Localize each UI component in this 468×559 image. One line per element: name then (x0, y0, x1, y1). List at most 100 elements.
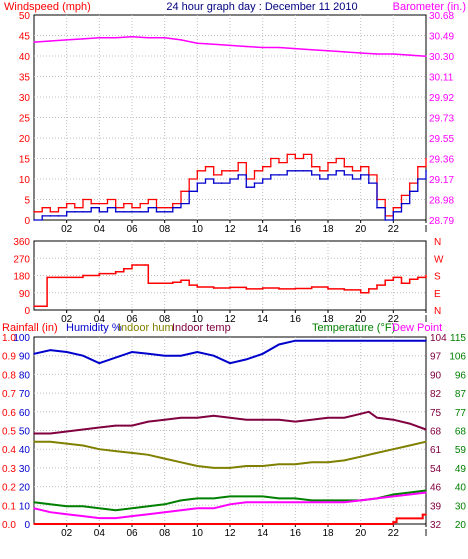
indoor-hum-point (180, 461, 182, 464)
rainfall-point (408, 517, 411, 520)
wind-gust-point (351, 170, 354, 172)
wind-average-point (376, 206, 378, 209)
y-tick-label-rainfall: 0.6 (2, 408, 16, 419)
humidity-point (180, 354, 182, 357)
wind-average-point (147, 206, 150, 209)
y-tick-label-rainfall: 1.0 (2, 333, 16, 344)
y-tick-label-temperature: 59 (455, 445, 467, 456)
wind-direction-point (136, 264, 138, 266)
wind-average-point (261, 178, 264, 180)
temperature-point (278, 497, 280, 500)
compass-label: N (434, 237, 441, 248)
wind-direction-point (327, 288, 329, 290)
wind-gust-point (82, 198, 84, 201)
humidity-point (425, 339, 427, 342)
wind-direction-point (46, 276, 48, 279)
barometer-point (33, 41, 35, 43)
x-tick-label: 04 (94, 314, 106, 325)
rainfall-point (392, 521, 395, 523)
rainfall-point (278, 523, 280, 525)
indoor-temp-point (294, 420, 297, 423)
temperature-point (261, 495, 264, 498)
y-tick-label-indoor-temp: 90 (430, 370, 442, 381)
indoor-hum-point (131, 452, 133, 454)
barometer-point (343, 51, 346, 53)
temperature-point (294, 497, 297, 500)
wind-direction-point (229, 286, 231, 289)
wind-gust-point (196, 170, 199, 172)
barometer-point (327, 50, 329, 52)
humidity-point (261, 353, 264, 355)
humidity-point (343, 339, 346, 342)
y-tick-label-humidity: 100 (13, 333, 30, 344)
legend-item: Rainfall (in) (2, 322, 58, 334)
wind-gust-point (172, 202, 174, 205)
x-tick-label: 16 (290, 314, 302, 325)
wind-direction-point (65, 276, 68, 279)
barometer-point (147, 37, 150, 39)
temperature-point (392, 493, 395, 496)
x-tick-label: 16 (290, 528, 302, 539)
wind-direction-point (294, 287, 297, 290)
wind-direction-point (384, 279, 387, 282)
x-tick-label: 22 (388, 314, 400, 325)
temperature-point (425, 489, 427, 492)
wind-gust-point (90, 202, 92, 205)
indoor-hum-point (376, 452, 378, 454)
x-tick-label: I (425, 528, 428, 539)
y-tick-label-temperature: 20 (455, 520, 467, 531)
y-tick-label-temperature: 96 (455, 370, 467, 381)
legend-item: Dew Point (392, 322, 442, 334)
dew-point-point (408, 493, 411, 496)
indoor-hum-point (261, 465, 264, 467)
dew-point-point (327, 501, 329, 504)
indoor-temp-line (34, 410, 427, 435)
y-tick-label-temperature: 77 (455, 408, 467, 419)
wind-average-point (351, 178, 354, 180)
wind-gust-point (425, 157, 427, 160)
y-tick-label-direction: 180 (13, 272, 30, 283)
rainfall-point (425, 513, 427, 516)
x-tick-label: 18 (322, 224, 334, 235)
y-tick-label-humidity: 60 (19, 408, 31, 419)
wind-direction-point (57, 276, 60, 279)
x-tick-label: 22 (388, 528, 400, 539)
wind-average-point (155, 211, 158, 213)
y-tick-label-windspeed: 15 (19, 155, 31, 166)
temperature-point (163, 503, 166, 506)
y-tick-label-indoor-temp: 46 (430, 483, 442, 494)
x-tick-label: 04 (94, 528, 106, 539)
wind-average-point (327, 174, 329, 176)
wind-gust-point (270, 157, 272, 160)
temperature-humidity-panel: 0.00.10.20.30.40.50.60.70.80.91.01.11.20… (2, 322, 467, 539)
wind-average-point (343, 174, 346, 176)
wind-gust-point (212, 174, 215, 176)
y-tick-label-temperature: 115 (450, 333, 466, 344)
barometer-point (180, 39, 182, 41)
barometer-point (294, 47, 297, 50)
y-tick-label-humidity: 90 (19, 352, 31, 363)
indoor-hum-point (310, 461, 313, 464)
barometer-point (229, 44, 231, 47)
indoor-temp-point (82, 428, 84, 431)
indoor-temp-point (245, 418, 248, 421)
indoor-temp-point (392, 418, 395, 421)
y-tick-label-humidity: 10 (19, 501, 31, 512)
wind-average-point (335, 170, 338, 172)
x-tick-label: 18 (322, 314, 334, 325)
humidity-point (147, 353, 150, 355)
wind-average-point (114, 211, 117, 213)
humidity-point (114, 356, 117, 359)
y-tick-label-barometer: 30.11 (429, 73, 454, 84)
wind-direction-point (359, 292, 362, 294)
temperature-point (343, 499, 346, 502)
barometer-point (49, 40, 52, 42)
wind-gust-point (163, 206, 166, 209)
temperature-point (245, 495, 248, 498)
barometer-point (196, 42, 199, 44)
humidity-point (98, 362, 101, 365)
indoor-hum-point (392, 448, 395, 451)
wind-direction-point (400, 282, 403, 285)
humidity-point (163, 354, 166, 357)
wind-direction-point (155, 282, 158, 285)
